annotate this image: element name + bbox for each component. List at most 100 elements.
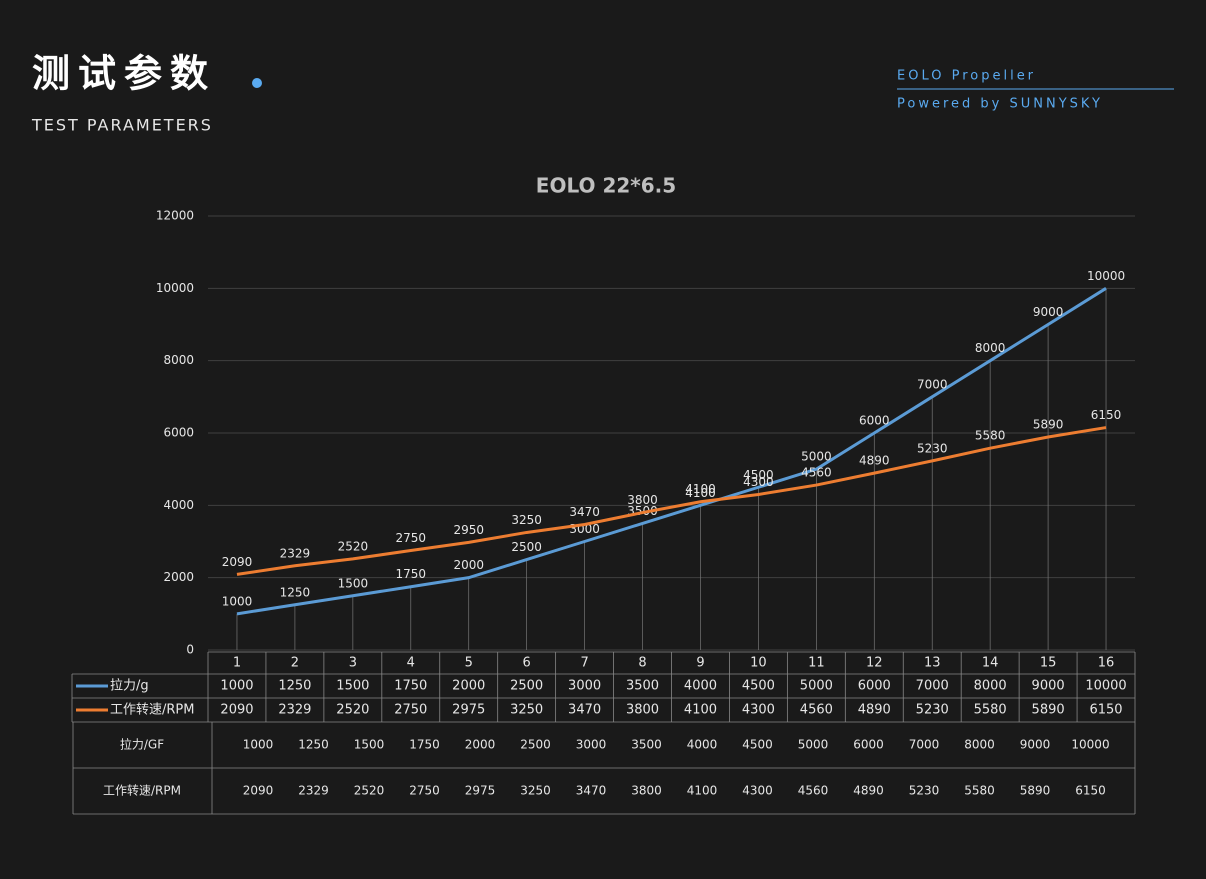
- table-cell: 2750: [394, 703, 427, 718]
- brand: EOLO Propeller: [897, 69, 1036, 84]
- table-cell: 7000: [909, 738, 940, 752]
- table-cell: 3800: [626, 703, 659, 718]
- table-cell: 3470: [576, 784, 607, 798]
- table-cell: 1250: [298, 738, 329, 752]
- series-line: [236, 426, 1107, 576]
- data-label: 4560: [801, 466, 832, 480]
- table-cell: 10000: [1071, 738, 1109, 752]
- data-label: 2329: [280, 546, 311, 560]
- table-cell: 3250: [510, 703, 543, 718]
- table-cell: 6150: [1075, 784, 1106, 798]
- x-tick-label: 10: [750, 656, 767, 671]
- table-cell: 1500: [336, 679, 369, 694]
- data-label: 8000: [975, 341, 1006, 355]
- y-tick-label: 10000: [156, 281, 194, 295]
- x-tick-label: 6: [523, 656, 531, 671]
- x-tick-label: 1: [233, 656, 241, 671]
- legend-label: 工作转速/RPM: [110, 703, 194, 718]
- table-cell: 4300: [742, 703, 775, 718]
- table-cell: 5230: [909, 784, 940, 798]
- table-cell: 6000: [853, 738, 884, 752]
- y-tick-label: 2000: [163, 570, 194, 584]
- data-label: 2500: [511, 540, 542, 554]
- table-cell: 3470: [568, 703, 601, 718]
- data-label: 5230: [917, 441, 948, 455]
- x-tick-label: 9: [696, 656, 704, 671]
- table-cell: 2329: [278, 703, 311, 718]
- y-tick-label: 12000: [156, 209, 194, 223]
- table-cell: 3000: [568, 679, 601, 694]
- data-label: 4100: [685, 486, 716, 500]
- data-label: 1750: [396, 567, 427, 581]
- data-label: 10000: [1087, 269, 1125, 283]
- table-cell: 5000: [798, 738, 829, 752]
- table-cell: 1750: [394, 679, 427, 694]
- series-line: [236, 287, 1107, 616]
- data-label: 3470: [569, 505, 600, 519]
- table-cell: 5000: [800, 679, 833, 694]
- table-cell: 8000: [964, 738, 995, 752]
- table-cell: 5890: [1032, 703, 1065, 718]
- page-title: 测试参数: [32, 52, 216, 96]
- powered: Powered by SUNNYSKY: [897, 97, 1103, 112]
- data-label: 2000: [453, 558, 484, 572]
- table-cell: 2975: [452, 703, 485, 718]
- data-label: 1500: [338, 576, 369, 590]
- table-cell: 1000: [243, 738, 274, 752]
- table-cell: 5580: [964, 784, 995, 798]
- table-cell: 2520: [354, 784, 385, 798]
- data-label: 6150: [1091, 408, 1122, 422]
- table-cell: 2090: [220, 703, 253, 718]
- table-cell: 4560: [800, 703, 833, 718]
- legend-label: 拉力/g: [110, 679, 149, 694]
- y-tick-label: 8000: [163, 353, 194, 367]
- table-cell: 1250: [278, 679, 311, 694]
- table-cell: 4300: [742, 784, 773, 798]
- table-cell: 4890: [858, 703, 891, 718]
- table-cell: 9000: [1032, 679, 1065, 694]
- table-cell: 2975: [465, 784, 496, 798]
- x-tick-label: 5: [465, 656, 473, 671]
- x-tick-label: 15: [1040, 656, 1057, 671]
- table-cell: 4000: [684, 679, 717, 694]
- table-cell: 2000: [465, 738, 496, 752]
- row-label: 工作转速/RPM: [103, 783, 181, 798]
- x-tick-label: 11: [808, 656, 825, 671]
- table-cell: 5580: [974, 703, 1007, 718]
- y-tick-label: 0: [186, 643, 194, 657]
- table-cell: 10000: [1085, 679, 1126, 694]
- table-cell: 9000: [1020, 738, 1051, 752]
- table-cell: 1500: [354, 738, 385, 752]
- data-label: 9000: [1033, 305, 1064, 319]
- table-cell: 2090: [243, 784, 274, 798]
- data-label: 4100: [685, 482, 716, 496]
- table-cell: 1000: [220, 679, 253, 694]
- table-cell: 2520: [336, 703, 369, 718]
- data-label: 5580: [975, 429, 1006, 443]
- chart-title: EOLO 22*6.5: [536, 174, 676, 198]
- data-label: 2090: [222, 555, 253, 569]
- y-tick-label: 6000: [163, 426, 194, 440]
- y-tick-label: 4000: [163, 498, 194, 512]
- data-label: 7000: [917, 377, 948, 391]
- x-tick-label: 3: [349, 656, 357, 671]
- x-tick-label: 4: [407, 656, 415, 671]
- data-label: 6000: [859, 414, 890, 428]
- table-cell: 4560: [798, 784, 829, 798]
- table-cell: 4100: [687, 784, 718, 798]
- table-cell: 6150: [1089, 703, 1122, 718]
- table-cell: 2500: [520, 738, 551, 752]
- data-label: 4500: [743, 468, 774, 482]
- page-subtitle: TEST PARAMETERS: [31, 116, 213, 135]
- data-label: 4890: [859, 454, 890, 468]
- table-cell: 5890: [1020, 784, 1051, 798]
- data-label: 1000: [222, 594, 253, 608]
- table-cell: 4100: [684, 703, 717, 718]
- table-cell: 8000: [974, 679, 1007, 694]
- table-cell: 3250: [520, 784, 551, 798]
- data-label: 3800: [627, 493, 658, 507]
- x-tick-label: 14: [982, 656, 999, 671]
- table-cell: 7000: [916, 679, 949, 694]
